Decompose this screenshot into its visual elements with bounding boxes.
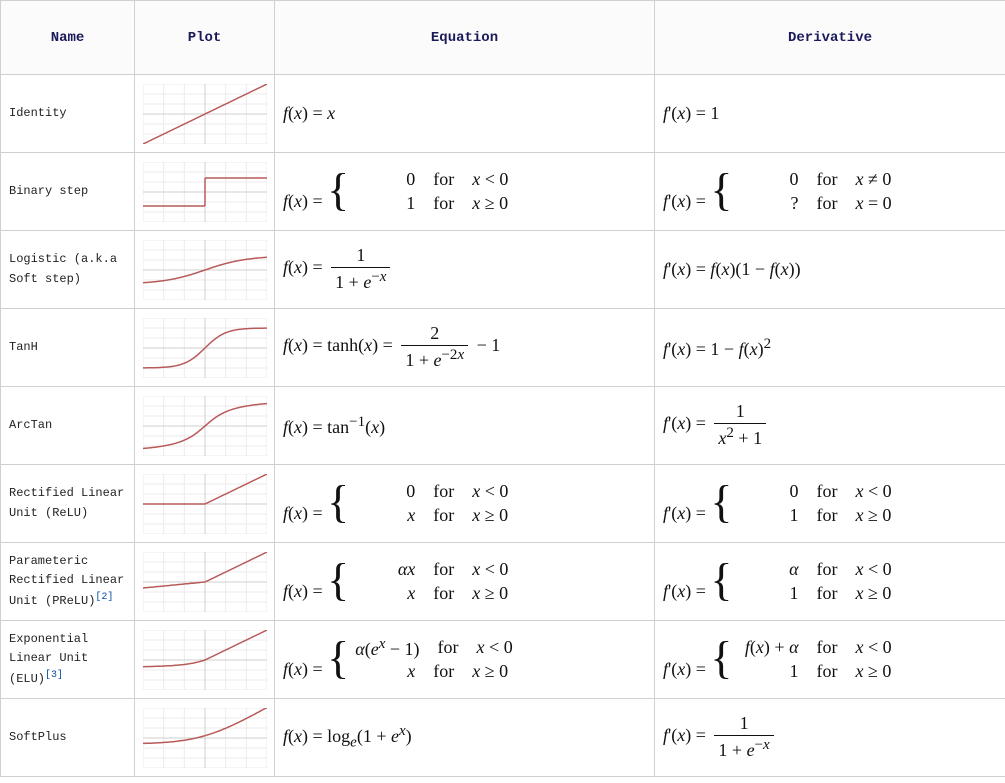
table-row: TanH f(x) = tanh(x) = 21 + e−2x − 1f'(x) … <box>1 309 1005 387</box>
name-cell: SoftPlus <box>1 699 135 777</box>
plot-cell <box>135 309 275 387</box>
derivative-cell: f'(x) = {0forx < 01forx ≥ 0 <box>655 465 1005 543</box>
derivative-cell: f'(x) = 1 <box>655 75 1005 153</box>
equation-cell: f(x) = loge(1 + ex) <box>275 699 655 777</box>
equation-cell: f(x) = tan−1(x) <box>275 387 655 465</box>
plot-cell <box>135 231 275 309</box>
derivative-cell: f'(x) = f(x)(1 − f(x)) <box>655 231 1005 309</box>
name-cell: Exponential Linear Unit (ELU)[3] <box>1 621 135 699</box>
derivative-cell: f'(x) = 11 + e−x <box>655 699 1005 777</box>
name-cell: TanH <box>1 309 135 387</box>
table-row: Exponential Linear Unit (ELU)[3] f(x) = {… <box>1 621 1005 699</box>
table-row: Binary step f(x) = {0forx < 01forx ≥ 0f'(… <box>1 153 1005 231</box>
equation-cell: f(x) = tanh(x) = 21 + e−2x − 1 <box>275 309 655 387</box>
equation-cell: f(x) = x <box>275 75 655 153</box>
derivative-cell: f'(x) = {f(x) + αforx < 01forx ≥ 0 <box>655 621 1005 699</box>
derivative-cell: f'(x) = 1 − f(x)2 <box>655 309 1005 387</box>
plot-cell <box>135 75 275 153</box>
equation-cell: f(x) = {0forx < 0xforx ≥ 0 <box>275 465 655 543</box>
header-equation: Equation <box>275 1 655 75</box>
equation-cell: f(x) = {αxforx < 0xforx ≥ 0 <box>275 543 655 621</box>
plot-cell <box>135 465 275 543</box>
name-cell: Rectified Linear Unit (ReLU) <box>1 465 135 543</box>
derivative-cell: f'(x) = {0forx ≠ 0?forx = 0 <box>655 153 1005 231</box>
equation-cell: f(x) = {α(ex − 1)forx < 0xforx ≥ 0 <box>275 621 655 699</box>
plot-cell <box>135 699 275 777</box>
derivative-cell: f'(x) = 1x2 + 1 <box>655 387 1005 465</box>
header-name: Name <box>1 1 135 75</box>
derivative-cell: f'(x) = {αforx < 01forx ≥ 0 <box>655 543 1005 621</box>
plot-cell <box>135 153 275 231</box>
name-cell: Binary step <box>1 153 135 231</box>
plot-cell <box>135 387 275 465</box>
table-row: Logistic (a.k.a Soft step) f(x) = 11 + e−… <box>1 231 1005 309</box>
name-cell: Identity <box>1 75 135 153</box>
name-cell: Parameteric Rectified Linear Unit (PReLU… <box>1 543 135 621</box>
name-cell: Logistic (a.k.a Soft step) <box>1 231 135 309</box>
table-row: Parameteric Rectified Linear Unit (PReLU… <box>1 543 1005 621</box>
name-cell: ArcTan <box>1 387 135 465</box>
equation-cell: f(x) = {0forx < 01forx ≥ 0 <box>275 153 655 231</box>
table-row: SoftPlus f(x) = loge(1 + ex)f'(x) = 11 + … <box>1 699 1005 777</box>
plot-cell <box>135 543 275 621</box>
table-row: ArcTan f(x) = tan−1(x)f'(x) = 1x2 + 1 <box>1 387 1005 465</box>
plot-cell <box>135 621 275 699</box>
table-row: Rectified Linear Unit (ReLU) f(x) = {0for… <box>1 465 1005 543</box>
header-plot: Plot <box>135 1 275 75</box>
activation-functions-table: Name Plot Equation Derivative Identity f(… <box>0 0 1005 777</box>
table-row: Identity f(x) = xf'(x) = 1 <box>1 75 1005 153</box>
header-derivative: Derivative <box>655 1 1005 75</box>
equation-cell: f(x) = 11 + e−x <box>275 231 655 309</box>
header-row: Name Plot Equation Derivative <box>1 1 1005 75</box>
